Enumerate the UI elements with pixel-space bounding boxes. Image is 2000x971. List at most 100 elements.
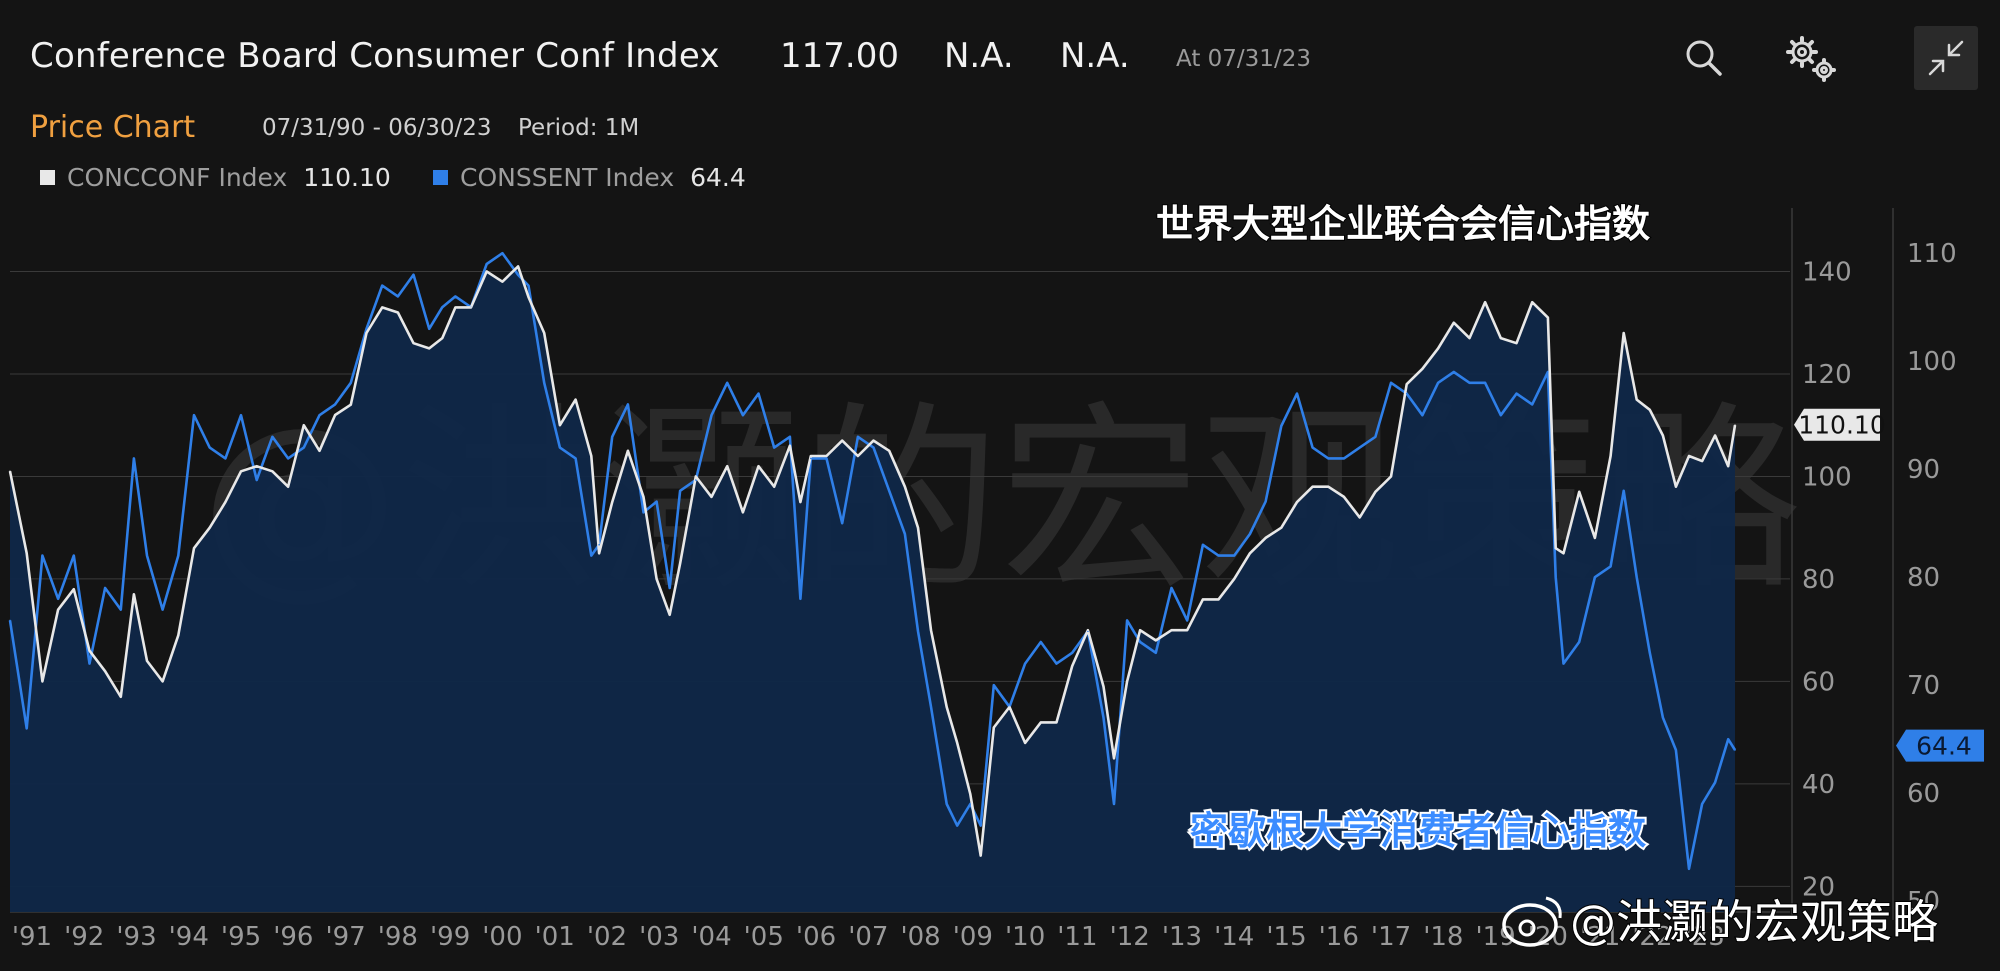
annotation-concconf: 世界大型企业联合会信心指数 xyxy=(1156,202,1650,246)
data-point-conssent xyxy=(104,587,106,589)
data-point-concconf xyxy=(350,403,352,406)
data-point-concconf xyxy=(428,347,431,350)
data-point-conssent xyxy=(271,436,274,438)
x-axis-tick-label: '09 xyxy=(953,922,993,952)
footer-watermark: @洪灏的宏观策略 xyxy=(1502,894,1939,950)
data-point-concconf xyxy=(1421,368,1424,370)
search-button[interactable] xyxy=(1672,26,1736,90)
data-point-concconf xyxy=(930,629,932,631)
data-point-conssent xyxy=(917,630,919,632)
x-axis-tick-label: '04 xyxy=(691,922,731,952)
data-point-concconf xyxy=(527,296,530,298)
data-point-concconf xyxy=(441,337,444,339)
data-point-concconf xyxy=(1547,316,1549,319)
data-point-conssent xyxy=(1714,781,1716,784)
data-point-concconf xyxy=(1622,332,1625,334)
x-axis-tick-label: '02 xyxy=(587,922,627,952)
x-axis-tick-label: '17 xyxy=(1371,922,1411,952)
right-axis-tick-label: 60 xyxy=(1907,779,1940,809)
data-point-conssent xyxy=(397,295,399,298)
data-point-conssent xyxy=(1515,392,1518,395)
data-point-concconf xyxy=(255,465,258,468)
left-axis-tick-label: 140 xyxy=(1802,257,1852,287)
data-point-concconf xyxy=(1554,547,1557,549)
data-point-conssent xyxy=(1249,533,1251,535)
data-point-conssent xyxy=(1113,803,1115,805)
data-point-conssent xyxy=(969,803,972,805)
data-point-concconf xyxy=(193,547,195,549)
data-point-concconf xyxy=(757,465,760,468)
data-point-conssent xyxy=(1662,716,1664,719)
data-point-concconf xyxy=(318,450,321,452)
data-point-concconf xyxy=(810,455,812,457)
last-value-badge-conssent xyxy=(1896,729,1984,762)
data-point-conssent xyxy=(1531,403,1533,406)
data-point-concconf xyxy=(1531,301,1533,304)
legend-item-concconf[interactable]: CONCCONF Index 110.10 xyxy=(40,163,391,192)
data-point-concconf xyxy=(1264,537,1267,539)
data-point-conssent xyxy=(287,457,289,460)
data-point-concconf xyxy=(177,634,180,637)
data-point-conssent xyxy=(1264,500,1267,503)
x-axis-tick-label: '05 xyxy=(744,922,784,952)
legend-item-conssent[interactable]: CONSSENT Index 64.4 xyxy=(433,163,746,192)
net-change: N.A. xyxy=(944,36,1014,76)
date-range[interactable]: 07/31/90 - 06/30/23 xyxy=(262,115,492,141)
data-point-conssent xyxy=(655,500,658,503)
data-point-conssent xyxy=(710,414,713,417)
data-point-conssent xyxy=(1233,554,1235,557)
data-point-concconf xyxy=(1040,721,1042,724)
data-point-concconf xyxy=(1609,455,1612,457)
data-point-concconf xyxy=(1008,706,1011,708)
data-point-conssent xyxy=(590,554,593,557)
data-point-conssent xyxy=(1562,662,1565,665)
data-point-concconf xyxy=(1113,757,1115,760)
data-point-conssent xyxy=(177,554,180,557)
right-axis-tick-label: 70 xyxy=(1907,671,1940,701)
data-point-conssent xyxy=(930,706,932,708)
data-point-concconf xyxy=(668,614,671,616)
data-point-concconf xyxy=(825,455,828,457)
data-point-conssent xyxy=(888,490,890,492)
data-point-conssent xyxy=(146,554,148,557)
data-point-conssent xyxy=(1734,749,1736,751)
data-point-conssent xyxy=(956,824,958,827)
data-point-conssent xyxy=(1055,662,1058,665)
left-axis-tick-label: 60 xyxy=(1802,667,1835,697)
data-point-concconf xyxy=(146,660,148,662)
search-icon xyxy=(1686,40,1722,76)
data-point-conssent xyxy=(428,328,431,330)
legend-swatch-conssent xyxy=(433,170,448,185)
x-axis-tick-label: '93 xyxy=(116,922,156,952)
data-point-conssent xyxy=(1500,414,1502,417)
data-point-concconf xyxy=(240,470,242,473)
collapse-button[interactable] xyxy=(1914,26,1978,90)
data-point-concconf xyxy=(1186,629,1188,631)
data-point-concconf xyxy=(1727,465,1729,468)
data-point-conssent xyxy=(993,684,995,686)
data-point-concconf xyxy=(1468,337,1471,339)
data-point-concconf xyxy=(917,526,919,529)
period-selector[interactable]: Period: 1M xyxy=(518,115,640,141)
series-area-concconf xyxy=(10,266,1735,912)
data-point-concconf xyxy=(956,742,958,744)
x-axis-tick-label: '91 xyxy=(12,922,52,952)
settings-button[interactable] xyxy=(1778,26,1842,90)
data-point-concconf xyxy=(57,608,59,611)
data-point-concconf xyxy=(381,306,384,309)
annotation-conssent: 密歇根大学消费者信心指数 xyxy=(1190,809,1646,853)
data-point-conssent xyxy=(1311,446,1314,449)
data-point-concconf xyxy=(485,270,488,273)
data-point-concconf xyxy=(1202,598,1204,601)
x-axis-tick-label: '94 xyxy=(169,922,209,952)
price-chart-tab[interactable]: Price Chart xyxy=(30,110,196,145)
data-point-concconf xyxy=(888,450,890,452)
right-axis-tick-label: 80 xyxy=(1907,563,1940,593)
data-point-conssent xyxy=(1040,641,1042,643)
data-point-concconf xyxy=(224,501,227,503)
gear-icon xyxy=(1786,36,1836,82)
footer-watermark-text: @洪灏的宏观策略 xyxy=(1570,895,1938,949)
data-point-concconf xyxy=(365,332,368,334)
data-point-concconf xyxy=(642,496,645,498)
